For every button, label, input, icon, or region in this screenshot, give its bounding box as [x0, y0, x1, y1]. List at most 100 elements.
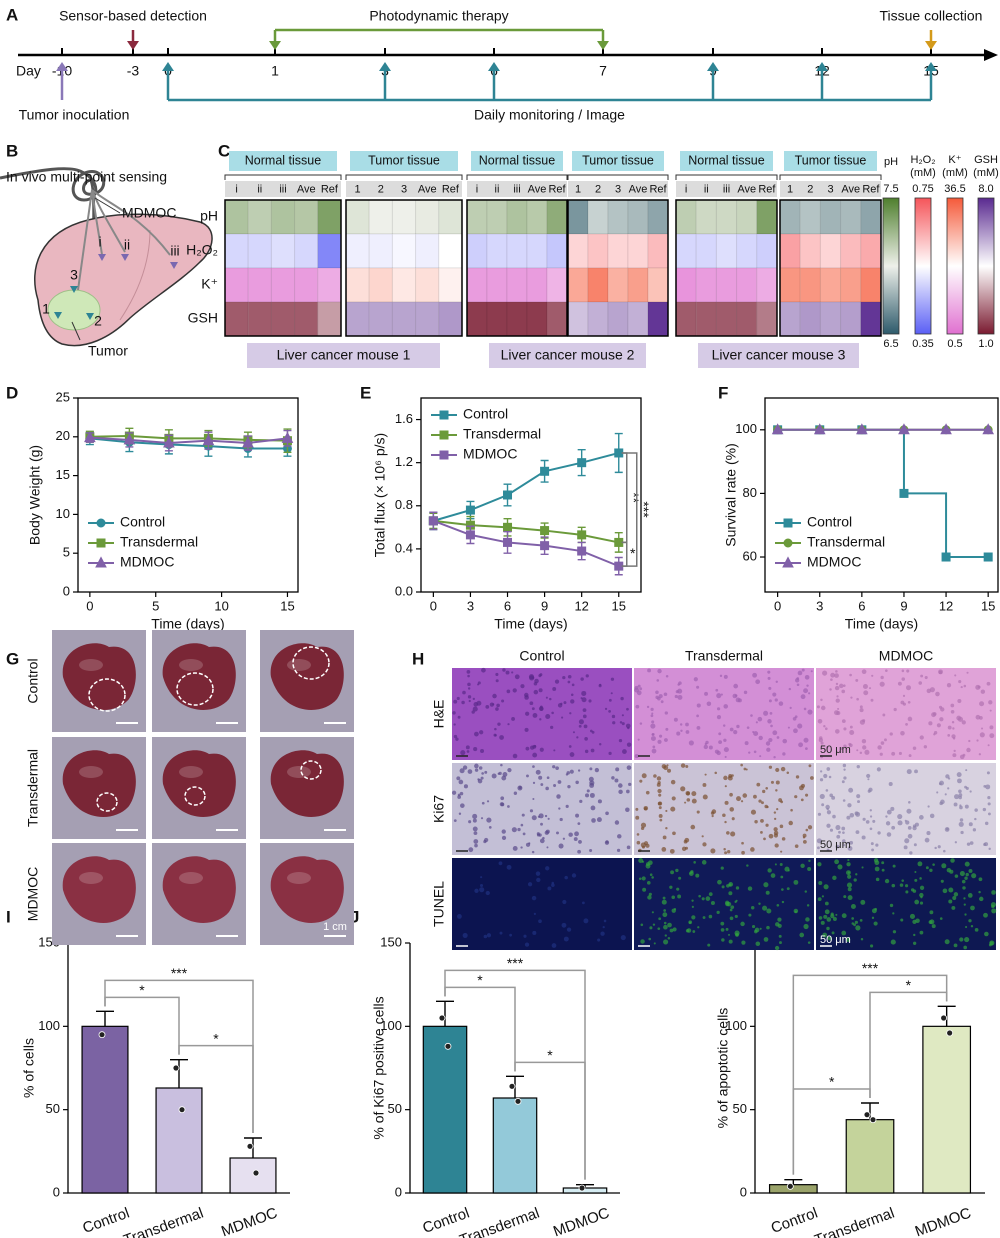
- cell-texture: [538, 688, 543, 693]
- cell-texture: [512, 688, 517, 693]
- cell-texture: [958, 795, 962, 800]
- cell-texture: [453, 699, 458, 704]
- cell-texture: [507, 723, 510, 726]
- cell-texture: [927, 805, 930, 808]
- cell-texture: [667, 922, 672, 928]
- heatmap-cell: [466, 267, 488, 303]
- cell-texture: [889, 732, 893, 736]
- column-label: Transdermal: [685, 648, 763, 664]
- cell-texture: [671, 796, 676, 801]
- cell-texture: [926, 831, 931, 836]
- cell-texture: [817, 862, 822, 867]
- cell-texture: [938, 705, 943, 709]
- cell-texture: [952, 896, 957, 901]
- cell-texture: [532, 781, 536, 785]
- cell-texture: [614, 820, 620, 825]
- cell-texture: [776, 808, 779, 811]
- heatmap-cell: [840, 267, 862, 303]
- cell-texture: [952, 727, 955, 730]
- cell-texture: [843, 744, 847, 748]
- cell-texture: [608, 710, 611, 713]
- cell-texture: [658, 694, 663, 699]
- cell-texture: [964, 861, 970, 867]
- cell-texture: [841, 780, 845, 784]
- cell-texture: [456, 696, 460, 701]
- significance-bracket: [792, 974, 948, 1175]
- cell-texture: [578, 840, 582, 844]
- cell-texture: [663, 924, 668, 930]
- cell-texture: [880, 741, 885, 745]
- cell-texture: [775, 680, 778, 683]
- x-tick-label: 0: [774, 598, 781, 613]
- cell-texture: [651, 876, 654, 879]
- liver-highlight: [79, 766, 103, 778]
- panel-label: C: [218, 141, 230, 160]
- column-label: ii: [495, 183, 500, 195]
- cell-texture: [906, 769, 912, 775]
- cell-texture: [453, 734, 458, 739]
- cell-texture: [675, 690, 679, 694]
- cell-texture: [583, 918, 589, 924]
- cell-texture: [753, 750, 757, 754]
- cell-texture: [984, 931, 989, 937]
- cell-texture: [953, 892, 959, 897]
- cell-texture: [803, 688, 809, 694]
- cell-texture: [819, 770, 823, 773]
- cell-texture: [600, 931, 605, 936]
- cell-texture: [626, 742, 632, 747]
- significance-label: *: [139, 982, 145, 998]
- heatmap-cell: [270, 233, 296, 269]
- cell-texture: [897, 820, 903, 826]
- legend-marker: [95, 556, 107, 568]
- x-tick-label: 6: [858, 598, 865, 613]
- cell-texture: [526, 774, 529, 778]
- bar: [492, 1097, 538, 1194]
- cell-texture: [655, 690, 659, 695]
- cell-texture: [569, 712, 572, 715]
- heatmap-cell: [526, 267, 548, 303]
- cell-texture: [947, 734, 951, 737]
- cell-texture: [860, 899, 866, 905]
- cell-texture: [456, 776, 461, 781]
- cell-texture: [991, 890, 996, 895]
- cell-texture: [818, 737, 824, 743]
- significance-bracket: [514, 1061, 586, 1180]
- cell-texture: [605, 811, 609, 816]
- cell-texture: [657, 739, 662, 744]
- cell-texture: [861, 866, 864, 869]
- cell-texture: [728, 933, 731, 936]
- replicate-point: [178, 1106, 186, 1114]
- cell-texture: [723, 847, 726, 851]
- cell-texture: [451, 790, 457, 795]
- arrow-head: [379, 62, 391, 71]
- cell-texture: [721, 938, 725, 942]
- error-bar: [436, 1000, 454, 1027]
- significance-label: ***: [507, 955, 524, 971]
- cell-texture: [806, 684, 809, 687]
- legend-marker: [439, 410, 449, 420]
- cell-texture: [770, 724, 773, 728]
- panel-label: A: [6, 5, 18, 24]
- plot-frame: [420, 397, 642, 593]
- cell-texture: [569, 769, 574, 774]
- cell-texture: [778, 934, 782, 938]
- cell-texture: [684, 837, 690, 843]
- replicate-point: [514, 1097, 522, 1105]
- cell-texture: [853, 878, 857, 882]
- cell-texture: [588, 776, 594, 782]
- group-bracket: [224, 174, 342, 180]
- cell-texture: [531, 707, 535, 711]
- cell-texture: [657, 927, 661, 930]
- cell-texture: [776, 736, 780, 739]
- x-tick-label: 15: [612, 598, 626, 613]
- cell-texture: [888, 782, 893, 787]
- probe-mark: [70, 286, 78, 293]
- bar: [155, 1087, 203, 1194]
- cell-texture: [849, 730, 855, 735]
- cell-texture: [485, 705, 490, 709]
- y-tick-label: 150: [380, 934, 402, 949]
- cell-texture: [931, 924, 936, 929]
- cell-texture: [716, 910, 720, 915]
- cell-texture: [658, 917, 662, 921]
- cell-texture: [500, 763, 503, 767]
